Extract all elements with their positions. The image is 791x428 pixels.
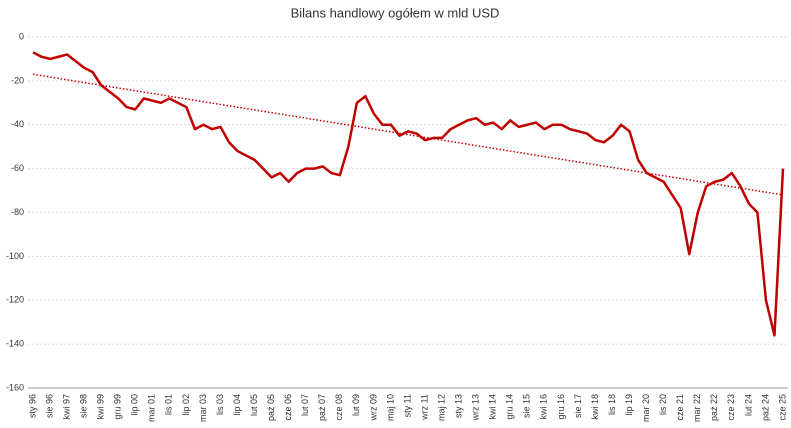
x-tick-label: lis 18	[607, 394, 617, 415]
x-tick-label: mar 20	[641, 394, 651, 422]
y-tick-label: 0	[19, 31, 24, 41]
x-tick-label: maj 10	[385, 394, 395, 421]
x-tick-label: sty 11	[402, 394, 412, 417]
y-tick-label: -100	[6, 251, 24, 261]
x-tick-label: paź 07	[317, 394, 327, 421]
x-tick-label: lut 09	[351, 394, 361, 416]
y-tick-label: -80	[11, 207, 24, 217]
y-tick-label: -40	[11, 119, 24, 129]
y-tick-label: -20	[11, 75, 24, 85]
x-tick-label: wrz 09	[368, 394, 378, 422]
x-tick-label: lut 07	[300, 394, 310, 416]
x-tick-label: lis 20	[658, 394, 668, 415]
x-tick-label: cze 08	[334, 394, 344, 421]
trend-line	[32, 73, 784, 196]
y-tick-label: -140	[6, 339, 24, 349]
x-tick-label: wrz 11	[419, 394, 429, 421]
x-tick-label: sty 96	[27, 394, 37, 418]
x-tick-label: mar 01	[147, 394, 157, 422]
y-tick-label: -60	[11, 163, 24, 173]
chart-title: Bilans handlowy ogółem w mld USD	[291, 5, 500, 20]
x-tick-label: wrz 13	[471, 394, 481, 422]
x-tick-label: cze 23	[726, 394, 736, 421]
x-tick-label: lis 03	[215, 394, 225, 415]
x-tick-label: lip 02	[181, 394, 191, 416]
x-tick-label: mar 22	[692, 394, 702, 422]
x-tick-label: sie 15	[522, 394, 532, 418]
x-tick-label: kwi 14	[488, 394, 498, 420]
x-tick-label: paź 24	[760, 394, 770, 421]
x-tick-label: kwi 99	[96, 394, 106, 420]
x-tick-label: paź 22	[709, 394, 719, 421]
data-line	[32, 51, 785, 337]
x-tick-label: lip 19	[624, 394, 634, 416]
x-tick-label: lip 04	[232, 394, 242, 416]
x-tick-label: gru 99	[113, 394, 123, 420]
x-tick-label: kwi 97	[61, 394, 71, 420]
x-tick-label: cze 06	[283, 394, 293, 421]
x-tick-label: sty 13	[454, 394, 464, 418]
y-tick-label: -160	[6, 382, 24, 392]
x-tick-label: maj 12	[436, 394, 446, 421]
y-tick-label: -120	[6, 295, 24, 305]
x-tick-label: kwi 16	[539, 394, 549, 420]
x-tick-label: lut 05	[249, 394, 259, 416]
x-tick-label: lip 00	[130, 394, 140, 416]
x-tick-label: sie 98	[79, 394, 89, 418]
x-tick-label: kwi 18	[590, 394, 600, 420]
x-tick-label: lut 24	[743, 394, 753, 416]
x-tick-label: paź 05	[266, 394, 276, 421]
x-tick-label: sie 96	[44, 394, 54, 418]
x-tick-label: sie 17	[573, 394, 583, 418]
x-tick-label: mar 03	[198, 394, 208, 422]
x-tick-label: cze 25	[777, 394, 787, 421]
x-tick-label: gru 16	[556, 394, 566, 420]
x-tick-label: gru 14	[505, 394, 515, 420]
x-tick-label: cze 21	[675, 394, 685, 421]
x-tick-label: lis 01	[164, 394, 174, 415]
